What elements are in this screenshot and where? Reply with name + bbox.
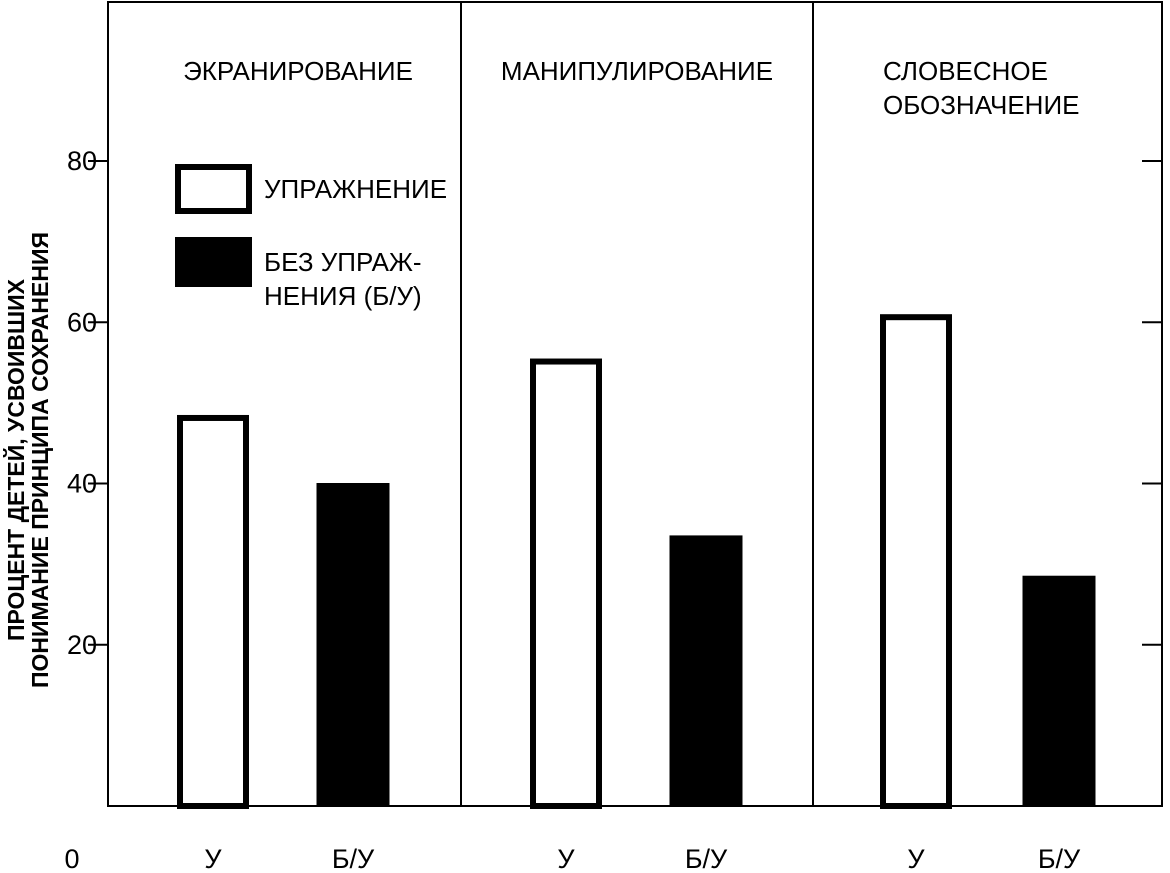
- panel-title: СЛОВЕСНОЕ ОБОЗНАЧЕНИЕ: [883, 56, 1080, 120]
- panel-title-line: СЛОВЕСНОЕ: [883, 56, 1048, 86]
- category-label: У: [907, 844, 925, 873]
- y-tick-label-zero: 0: [64, 844, 79, 873]
- category-label: Б/У: [685, 844, 728, 873]
- y-tick-label: 20: [67, 630, 97, 660]
- category-label: Б/У: [1038, 844, 1081, 873]
- bar-no-exercise: [316, 483, 390, 807]
- bar-exercise: [880, 314, 952, 809]
- legend-label-line: БЕЗ УПРАЖ-: [264, 247, 422, 277]
- y-axis-label-line: ПРОЦЕНТ ДЕТЕЙ, УСВОИВШИХ: [2, 278, 29, 641]
- bar-exercise: [177, 414, 249, 809]
- panel-title-line: ОБОЗНАЧЕНИЕ: [883, 90, 1080, 120]
- legend-label-line: НЕНИЯ (Б/У): [264, 281, 422, 311]
- y-axis-label-line: ПОНИМАНИЕ ПРИНЦИПА СОХРАНЕНИЯ: [27, 232, 53, 688]
- legend-swatch-exercise: [175, 164, 252, 214]
- category-label: У: [557, 844, 575, 873]
- category-label: Б/У: [332, 844, 375, 873]
- panel-title: МАНИПУЛИРОВАНИЕ: [501, 56, 773, 86]
- legend-label-no-exercise: БЕЗ УПРАЖ- НЕНИЯ (Б/У): [264, 247, 422, 311]
- panel-title-line: ЭКРАНИРОВАНИЕ: [183, 56, 413, 86]
- y-tick-label: 60: [67, 307, 97, 337]
- bar-no-exercise: [1022, 575, 1096, 807]
- y-tick-label: 80: [67, 146, 97, 176]
- legend-swatch-no-exercise: [175, 237, 252, 287]
- panel-title: ЭКРАНИРОВАНИЕ: [183, 56, 413, 86]
- plot-frame: [107, 1, 1163, 807]
- bar-exercise: [530, 358, 602, 809]
- y-axis-label: ПРОЦЕНТ ДЕТЕЙ, УСВОИВШИХПОНИМАНИЕ ПРИНЦИ…: [2, 232, 53, 688]
- legend: УПРАЖНЕНИЕ БЕЗ УПРАЖ- НЕНИЯ (Б/У): [175, 164, 447, 311]
- y-tick-label: 40: [67, 469, 97, 499]
- bar-no-exercise: [669, 535, 743, 807]
- category-label: У: [204, 844, 222, 873]
- legend-label-exercise: УПРАЖНЕНИЕ: [264, 174, 447, 204]
- panel-title-line: МАНИПУЛИРОВАНИЕ: [501, 56, 773, 86]
